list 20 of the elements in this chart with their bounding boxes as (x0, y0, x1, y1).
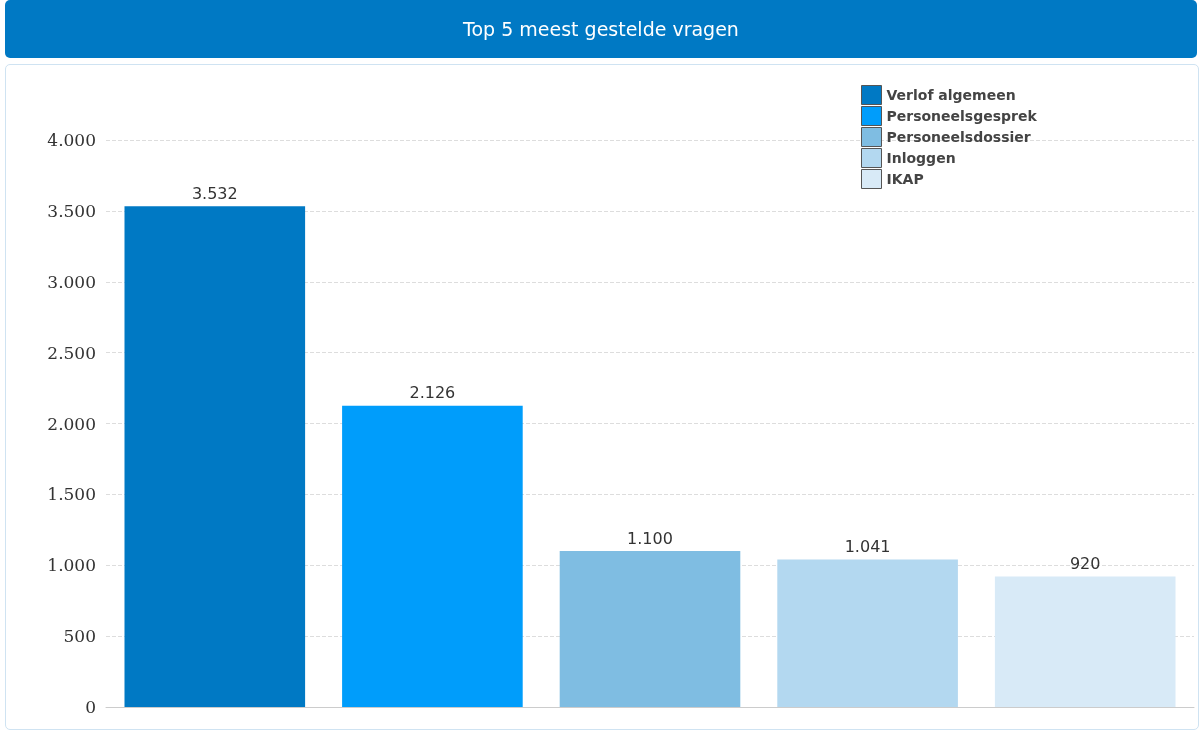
y-tick-label: 2.500 (47, 342, 96, 363)
y-tick-label: 1.500 (47, 484, 96, 505)
legend-label: Personeelsdossier (886, 129, 1031, 145)
data-label: 3.532 (191, 183, 238, 203)
data-label: 920 (1069, 554, 1101, 574)
legend-label: IKAP (886, 171, 924, 187)
y-tick-label: 4.000 (47, 130, 96, 150)
y-tick-label: 3.000 (47, 271, 96, 292)
legend-label: Verlof algemeen (886, 87, 1016, 103)
y-tick-label: 500 (63, 626, 96, 647)
legend-label: Inloggen (886, 150, 956, 166)
chart-title: Top 5 meest gestelde vragen (5, 0, 1197, 58)
y-tick-label: 2.000 (47, 413, 96, 434)
y-tick-label: 0 (85, 697, 96, 717)
y-tick-label: 3.500 (47, 200, 96, 221)
data-label: 2.126 (409, 383, 456, 403)
data-label: 1.041 (844, 536, 891, 556)
legend-label: Personeelsgesprek (886, 108, 1038, 124)
data-label: 1.100 (627, 528, 673, 548)
y-tick-label: 1.000 (47, 555, 96, 576)
